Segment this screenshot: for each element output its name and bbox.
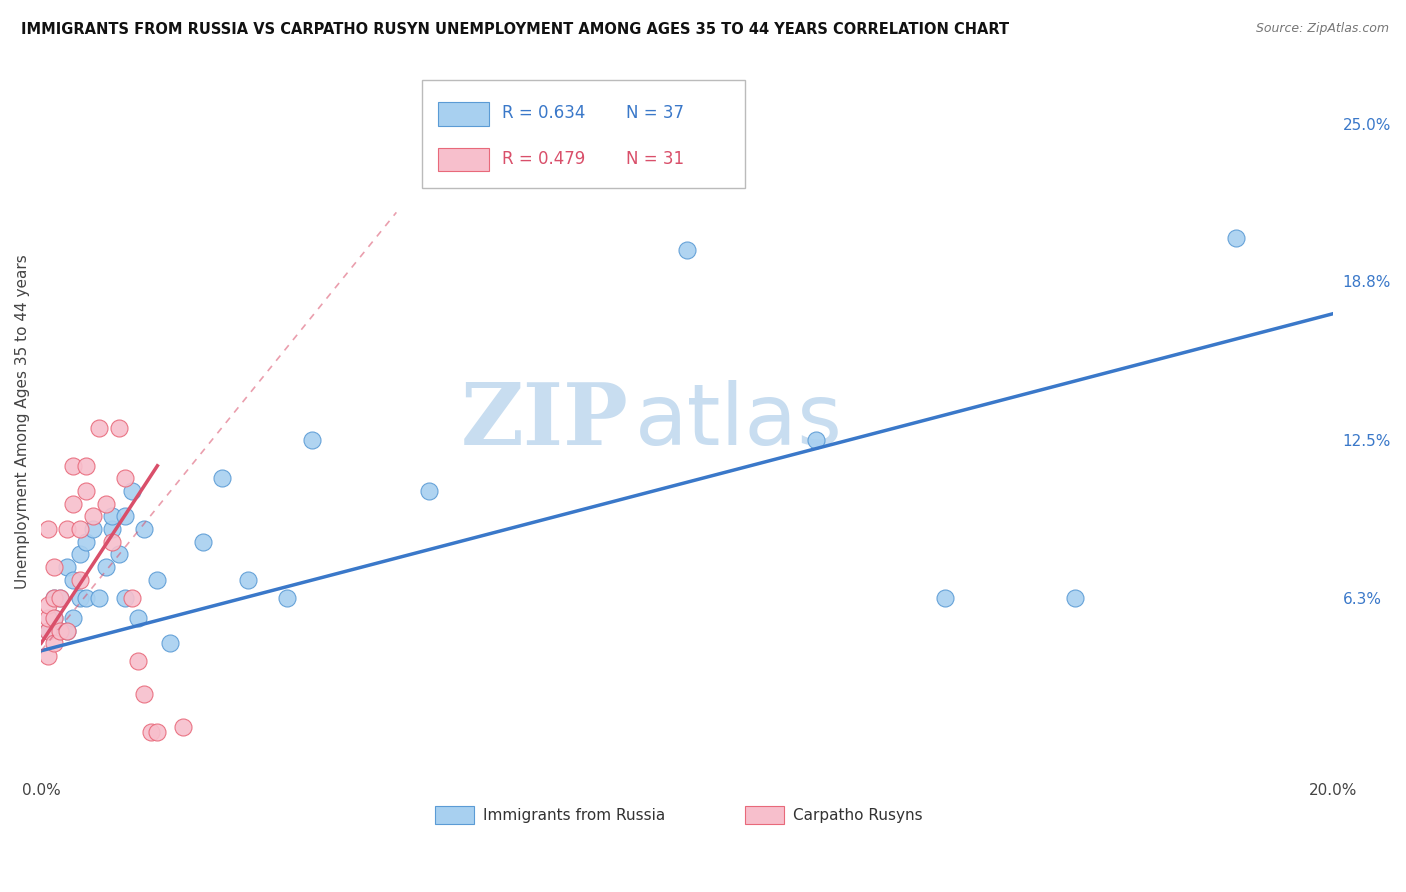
Text: N = 37: N = 37 [626,104,685,122]
Point [114,591,136,605]
Point [69,522,91,536]
Point [42,636,65,650]
Point [56,560,79,574]
Point [146,725,169,739]
Point [134,522,156,536]
Point [121,591,143,605]
Text: R = 0.479: R = 0.479 [502,150,585,168]
Text: N = 31: N = 31 [626,150,685,168]
FancyBboxPatch shape [422,80,745,188]
Point [37,522,59,536]
Point [172,720,194,734]
Point [42,591,65,605]
Bar [437,103,489,126]
Point [101,534,124,549]
Point [37,598,59,612]
Point [101,522,124,536]
Bar [434,806,474,824]
Point [236,573,259,587]
Point [146,573,169,587]
Text: ZIP: ZIP [461,379,628,464]
Point [56,522,79,536]
Point [94,497,117,511]
Point [37,648,59,663]
Point [806,434,828,448]
Text: Immigrants from Russia: Immigrants from Russia [482,808,665,822]
Point [69,573,91,587]
Point [139,725,162,739]
Point [82,522,104,536]
Point [62,497,84,511]
Point [676,244,699,258]
Point [1225,230,1247,244]
Text: Source: ZipAtlas.com: Source: ZipAtlas.com [1256,22,1389,36]
Point [42,611,65,625]
Point [69,591,91,605]
Point [82,509,104,524]
Point [37,611,59,625]
Text: atlas: atlas [636,380,844,463]
Point [75,591,97,605]
Point [191,534,214,549]
Point [49,624,72,638]
Point [127,611,149,625]
Point [75,534,97,549]
Point [75,458,97,473]
Point [107,421,129,435]
Point [107,548,129,562]
Point [42,560,65,574]
Point [159,636,181,650]
Point [62,458,84,473]
Point [89,591,111,605]
Point [75,484,97,499]
Point [62,573,84,587]
Bar [437,147,489,171]
Point [211,471,233,485]
Point [94,560,117,574]
Point [418,484,440,499]
Y-axis label: Unemployment Among Ages 35 to 44 years: Unemployment Among Ages 35 to 44 years [15,254,30,589]
Point [42,611,65,625]
Point [301,434,323,448]
Point [62,611,84,625]
Point [37,624,59,638]
Point [49,591,72,605]
Point [114,509,136,524]
Point [49,624,72,638]
Point [69,548,91,562]
Point [37,624,59,638]
Point [934,591,956,605]
Point [114,471,136,485]
Point [276,591,298,605]
Bar [745,806,785,824]
Point [127,654,149,668]
Point [42,591,65,605]
Text: R = 0.634: R = 0.634 [502,104,586,122]
Point [134,687,156,701]
Point [1063,591,1085,605]
Point [56,624,79,638]
Text: IMMIGRANTS FROM RUSSIA VS CARPATHO RUSYN UNEMPLOYMENT AMONG AGES 35 TO 44 YEARS : IMMIGRANTS FROM RUSSIA VS CARPATHO RUSYN… [21,22,1010,37]
Point [101,509,124,524]
Point [89,421,111,435]
Point [121,484,143,499]
Text: Carpatho Rusyns: Carpatho Rusyns [793,808,922,822]
Point [56,624,79,638]
Point [49,591,72,605]
